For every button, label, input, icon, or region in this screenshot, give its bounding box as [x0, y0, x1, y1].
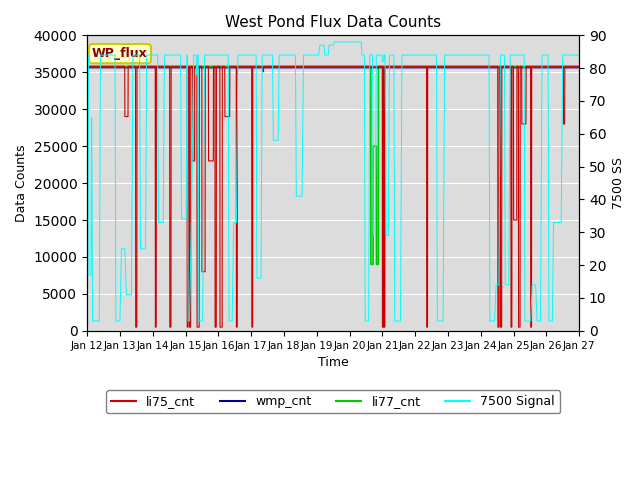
- Y-axis label: 7500 SS: 7500 SS: [612, 157, 625, 209]
- Y-axis label: Data Counts: Data Counts: [15, 144, 28, 222]
- X-axis label: Time: Time: [317, 356, 349, 369]
- Title: West Pond Flux Data Counts: West Pond Flux Data Counts: [225, 15, 441, 30]
- Text: WP_flux: WP_flux: [92, 47, 148, 60]
- Legend: li75_cnt, wmp_cnt, li77_cnt, 7500 Signal: li75_cnt, wmp_cnt, li77_cnt, 7500 Signal: [106, 390, 560, 413]
